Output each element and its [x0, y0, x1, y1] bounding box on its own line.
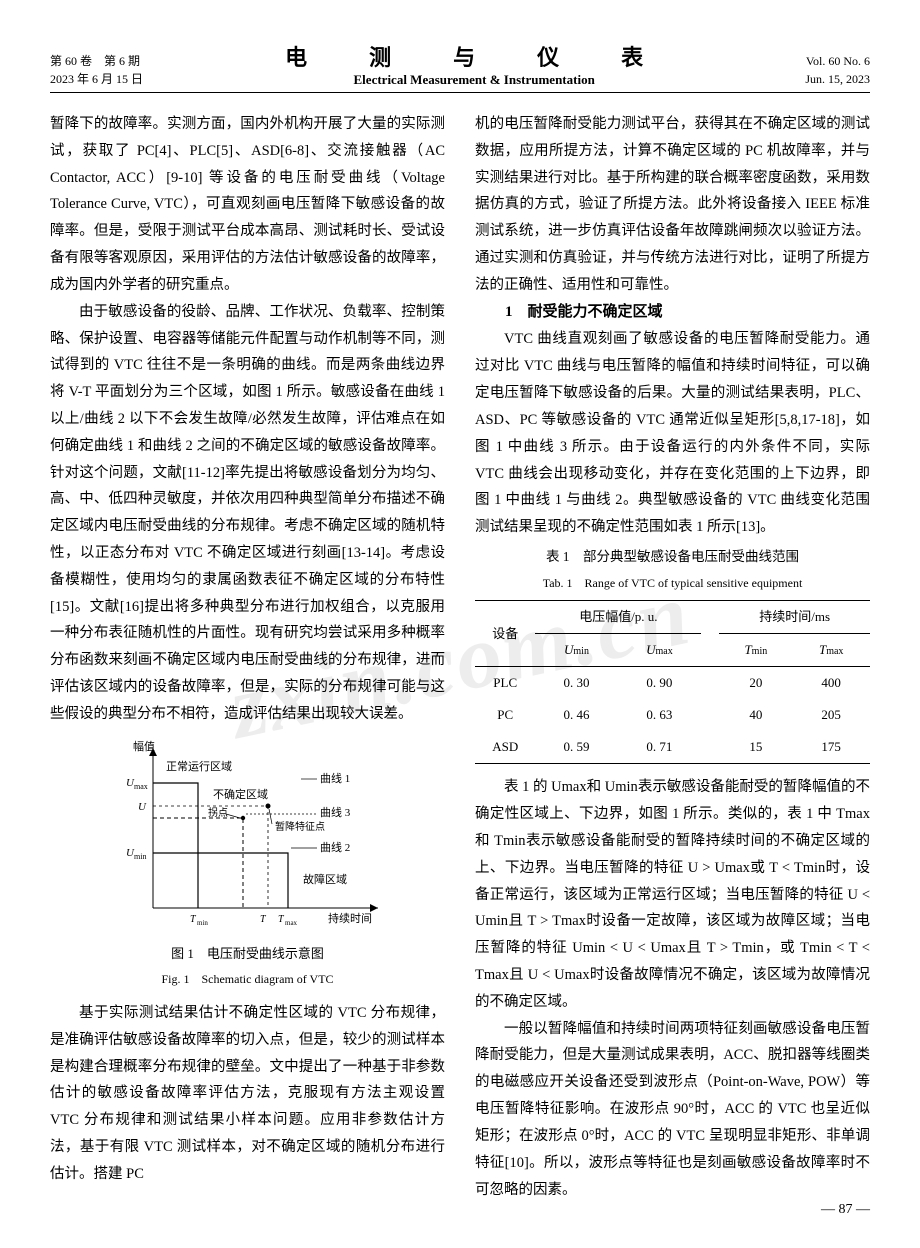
svg-text:拐点: 拐点	[208, 806, 228, 819]
svg-text:min: min	[134, 852, 146, 861]
th-tmax: Tmax	[792, 634, 870, 667]
th-time: 持续时间/ms	[719, 601, 870, 634]
th-voltage: 电压幅值/p. u.	[535, 601, 701, 634]
figure-1: Umax U Umin Tmin T Tmax 正常运行区域 不确定区域 故障区…	[50, 738, 445, 990]
table-1: 设备 电压幅值/p. u. 持续时间/ms Umin Umax Tmin Tma…	[475, 600, 870, 764]
journal-en: Electrical Measurement & Instrumentation	[143, 72, 805, 88]
journal-cn: 电 测 与 仪 表	[143, 40, 805, 72]
para: 一般以暂降幅值和持续时间两项特征刻画敏感设备电压暂降耐受能力，但是大量测试成果表…	[475, 1016, 870, 1204]
date-en: Jun. 15, 2023	[805, 70, 870, 88]
para: 基于实际测试结果估计不确定性区域的 VTC 分布规律，是准确评估敏感设备故障率的…	[50, 1000, 445, 1188]
para: 暂降下的故障率。实测方面，国内外机构开展了大量的实际测试，获取了 PC[4]、P…	[50, 111, 445, 299]
table-row: PC 0. 46 0. 63 40 205	[475, 699, 870, 731]
table-row: PLC 0. 30 0. 90 20 400	[475, 667, 870, 700]
svg-text:min: min	[197, 919, 208, 927]
section-1-title: 1 耐受能力不确定区域	[475, 299, 870, 327]
table-row: ASD 0. 59 0. 71 15 175	[475, 731, 870, 764]
svg-text:曲线 1: 曲线 1	[320, 771, 350, 785]
svg-text:曲线 2: 曲线 2	[320, 840, 350, 854]
th-tmin: Tmin	[719, 634, 792, 667]
svg-text:max: max	[285, 919, 298, 927]
para: 机的电压暂降耐受能力测试平台，获得其在不确定区域的测试数据，应用所提方法，计算不…	[475, 111, 870, 299]
header-right: Vol. 60 No. 6 Jun. 15, 2023	[805, 52, 870, 88]
header-left: 第 60 卷 第 6 期 2023 年 6 月 15 日	[50, 52, 143, 88]
para: 表 1 的 Umax和 Umin表示敏感设备能耐受的暂降幅值的不确定性区域上、下…	[475, 774, 870, 1015]
label-fault: 故障区域	[303, 872, 347, 886]
label-uncertain: 不确定区域	[213, 787, 268, 801]
vtc-diagram-svg: Umax U Umin Tmin T Tmax 正常运行区域 不确定区域 故障区…	[98, 738, 398, 938]
svg-text:U: U	[138, 801, 147, 813]
left-column: 暂降下的故障率。实测方面，国内外机构开展了大量的实际测试，获取了 PC[4]、P…	[50, 111, 445, 1203]
svg-text:曲线 3: 曲线 3	[320, 805, 351, 819]
fig1-caption-en: Fig. 1 Schematic diagram of VTC	[50, 968, 445, 990]
th-device: 设备	[475, 601, 535, 667]
svg-text:max: max	[134, 782, 148, 791]
fig1-caption-cn: 图 1 电压耐受曲线示意图	[50, 942, 445, 966]
right-column: 机的电压暂降耐受能力测试平台，获得其在不确定区域的测试数据，应用所提方法，计算不…	[475, 111, 870, 1203]
vol-en: Vol. 60 No. 6	[805, 52, 870, 70]
two-column-body: 暂降下的故障率。实测方面，国内外机构开展了大量的实际测试，获取了 PC[4]、P…	[50, 111, 870, 1203]
svg-text:幅值: 幅值	[133, 740, 155, 753]
para: 由于敏感设备的役龄、品牌、工作状况、负载率、控制策略、保护设置、电容器等储能元件…	[50, 299, 445, 728]
header-center: 电 测 与 仪 表 Electrical Measurement & Instr…	[143, 40, 805, 88]
vol-cn: 第 60 卷 第 6 期	[50, 52, 143, 70]
date-cn: 2023 年 6 月 15 日	[50, 70, 143, 88]
svg-text:暂降特征点: 暂降特征点	[275, 820, 325, 833]
page-number: — 87 —	[821, 1202, 870, 1218]
th-umin: Umin	[535, 634, 617, 667]
para: VTC 曲线直观刻画了敏感设备的电压暂降耐受能力。通过对比 VTC 曲线与电压暂…	[475, 326, 870, 541]
page-header: 第 60 卷 第 6 期 2023 年 6 月 15 日 电 测 与 仪 表 E…	[50, 40, 870, 93]
svg-text:持续时间: 持续时间	[328, 911, 372, 925]
table1-caption-cn: 表 1 部分典型敏感设备电压耐受曲线范围	[475, 545, 870, 570]
th-umax: Umax	[618, 634, 702, 667]
table1-caption-en: Tab. 1 Range of VTC of typical sensitive…	[475, 572, 870, 594]
label-normal: 正常运行区域	[166, 760, 232, 773]
